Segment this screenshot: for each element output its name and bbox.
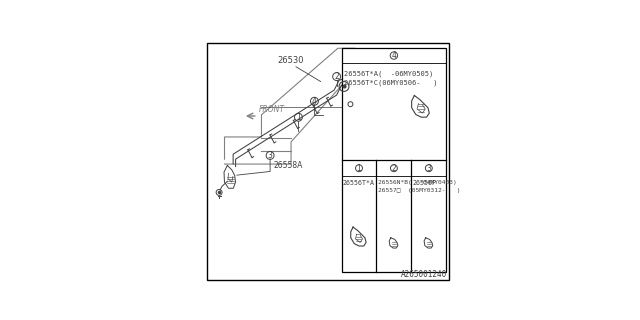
Text: 4: 4 (312, 97, 317, 106)
Text: 3: 3 (426, 164, 431, 173)
Text: 26556T*A: 26556T*A (343, 180, 375, 186)
Bar (342, 48, 446, 273)
Text: 4: 4 (392, 51, 396, 60)
Text: 26558A: 26558A (274, 161, 303, 170)
Text: FRONT: FRONT (259, 105, 285, 114)
Text: 26556T*C(06MY0506-   ): 26556T*C(06MY0506- ) (344, 80, 437, 86)
Text: 26556P: 26556P (413, 180, 436, 186)
Text: 3: 3 (268, 151, 273, 160)
Text: 1: 1 (296, 113, 301, 122)
Text: 26556N*B(  -04MY0403): 26556N*B( -04MY0403) (378, 180, 456, 185)
Text: A265001240: A265001240 (401, 270, 447, 279)
Text: 1: 1 (356, 164, 362, 173)
Text: 26530: 26530 (278, 56, 304, 65)
Text: 26557□  (05MY0312-   ): 26557□ (05MY0312- ) (378, 188, 460, 193)
Text: 26558B: 26558B (342, 72, 371, 81)
Text: 26556T*A(  -06MY0505): 26556T*A( -06MY0505) (344, 70, 433, 77)
Text: 2: 2 (334, 72, 339, 81)
Text: 2: 2 (392, 164, 396, 173)
